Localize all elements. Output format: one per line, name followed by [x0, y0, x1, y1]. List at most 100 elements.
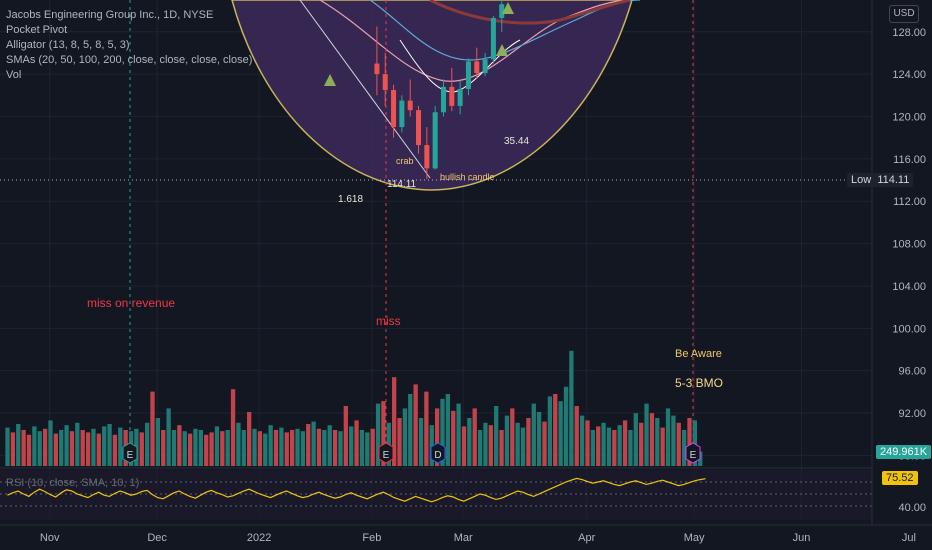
volume-bar: [381, 401, 386, 466]
event-marker-badge: [685, 442, 701, 464]
candle-body: [474, 61, 480, 74]
volume-bar: [440, 398, 445, 466]
annotation-be-aware: Be Aware: [675, 348, 722, 360]
legend-smas: SMAs (20, 50, 100, 200, close, close, cl…: [6, 54, 253, 66]
candle-body: [499, 4, 505, 19]
volume-bar: [204, 434, 209, 466]
volume-bar: [338, 431, 343, 466]
volume-bar: [681, 430, 687, 466]
event-marker-label: E: [690, 450, 697, 461]
volume-bar: [692, 420, 698, 466]
volume-bar: [64, 425, 69, 466]
event-marker-label: D: [434, 450, 441, 461]
time-tick-label: Jul: [902, 532, 916, 544]
volume-bar: [655, 418, 660, 466]
volume-bar: [150, 391, 155, 466]
volume-bar: [601, 422, 606, 466]
volume-bar: [483, 422, 488, 466]
volume-bar: [220, 431, 225, 466]
volume-bar: [69, 431, 75, 466]
volume-bar: [155, 418, 161, 466]
rsi-background: [0, 470, 872, 520]
rsi-badge: 75.52: [882, 471, 918, 485]
volume-bar: [520, 427, 526, 466]
volume-bar: [209, 432, 214, 466]
volume-bar: [198, 430, 203, 466]
volume-bar: [612, 430, 617, 466]
volume-bar: [230, 389, 236, 466]
volume-bar: [365, 432, 370, 466]
annotation-bullish-candle: bullish candle: [440, 172, 495, 182]
candle-body: [482, 59, 488, 74]
low-text: Low: [851, 174, 872, 186]
volume-bar: [80, 430, 85, 466]
volume-bar: [676, 422, 681, 466]
volume-bar: [161, 430, 166, 466]
annotation-low-value: 114.11: [387, 179, 417, 190]
time-tick-label: Dec: [147, 532, 167, 544]
pocket-pivot-marker: [502, 2, 514, 14]
volume-bar: [96, 433, 101, 466]
volume-bar: [139, 432, 144, 466]
volume-bar: [569, 350, 574, 466]
event-marker-badge: [430, 442, 446, 464]
rsi-tick-label: 40.00: [898, 502, 926, 514]
currency-label[interactable]: USD: [889, 5, 919, 23]
time-tick-label: Jun: [793, 532, 811, 544]
volume-bar: [467, 418, 472, 466]
volume-bar: [311, 421, 316, 466]
event-marker-label: E: [383, 450, 390, 461]
volume-bar: [144, 422, 150, 466]
volume-bar: [322, 430, 327, 466]
volume-bar: [349, 426, 354, 466]
volume-bar: [102, 426, 107, 466]
annotation-bmo: 5-3 BMO: [675, 376, 723, 390]
volume-bar: [5, 427, 10, 466]
candles: [324, 0, 514, 179]
volume-bar: [273, 430, 279, 466]
volume-bar: [257, 431, 263, 466]
candle-body: [440, 86, 446, 113]
annotation-miss: miss: [376, 314, 401, 328]
volume-bar: [504, 415, 510, 466]
volume-bar: [408, 394, 413, 466]
price-tick-label: 120.00: [892, 112, 926, 124]
volume-bar: [434, 408, 440, 466]
volume-bar: [633, 413, 638, 466]
candle-body: [374, 63, 380, 75]
event-marker-badge: [122, 442, 138, 464]
volume-bar: [558, 401, 563, 466]
event-marker-badge: [378, 442, 394, 464]
cup-pattern-fill: [231, 0, 633, 191]
volume-bar: [547, 396, 553, 466]
volume-bar: [263, 433, 268, 466]
volume-bar: [639, 422, 644, 466]
volume-bar: [42, 428, 48, 466]
xa-leg-line: [299, 0, 431, 179]
rsi-panel: RSI (10, close, SMA, 10, 1) 40.00: [0, 467, 926, 520]
price-tick-label: 112.00: [893, 196, 926, 208]
volume-bar: [306, 424, 311, 466]
volume-bar: [590, 430, 595, 466]
volume-bar: [526, 418, 531, 466]
volume-bar: [32, 426, 37, 466]
candle-body: [449, 86, 455, 106]
volume-bar: [585, 420, 590, 466]
volume-bar: [107, 424, 112, 466]
volume-bar: [563, 386, 569, 466]
volume-bar: [75, 422, 80, 466]
volume-bar: [182, 431, 187, 466]
volume-bar: [171, 430, 177, 466]
volume-bar: [279, 427, 284, 466]
volume-bar: [300, 431, 306, 466]
volume-bar: [268, 425, 273, 466]
volume-bar: [628, 430, 633, 466]
time-tick-label: May: [684, 532, 705, 544]
candle-body: [424, 145, 430, 169]
price-tick-label: 124.00: [892, 69, 926, 81]
candle-body: [457, 88, 463, 106]
time-tick-label: Nov: [40, 532, 60, 544]
volume-bar: [553, 394, 558, 466]
